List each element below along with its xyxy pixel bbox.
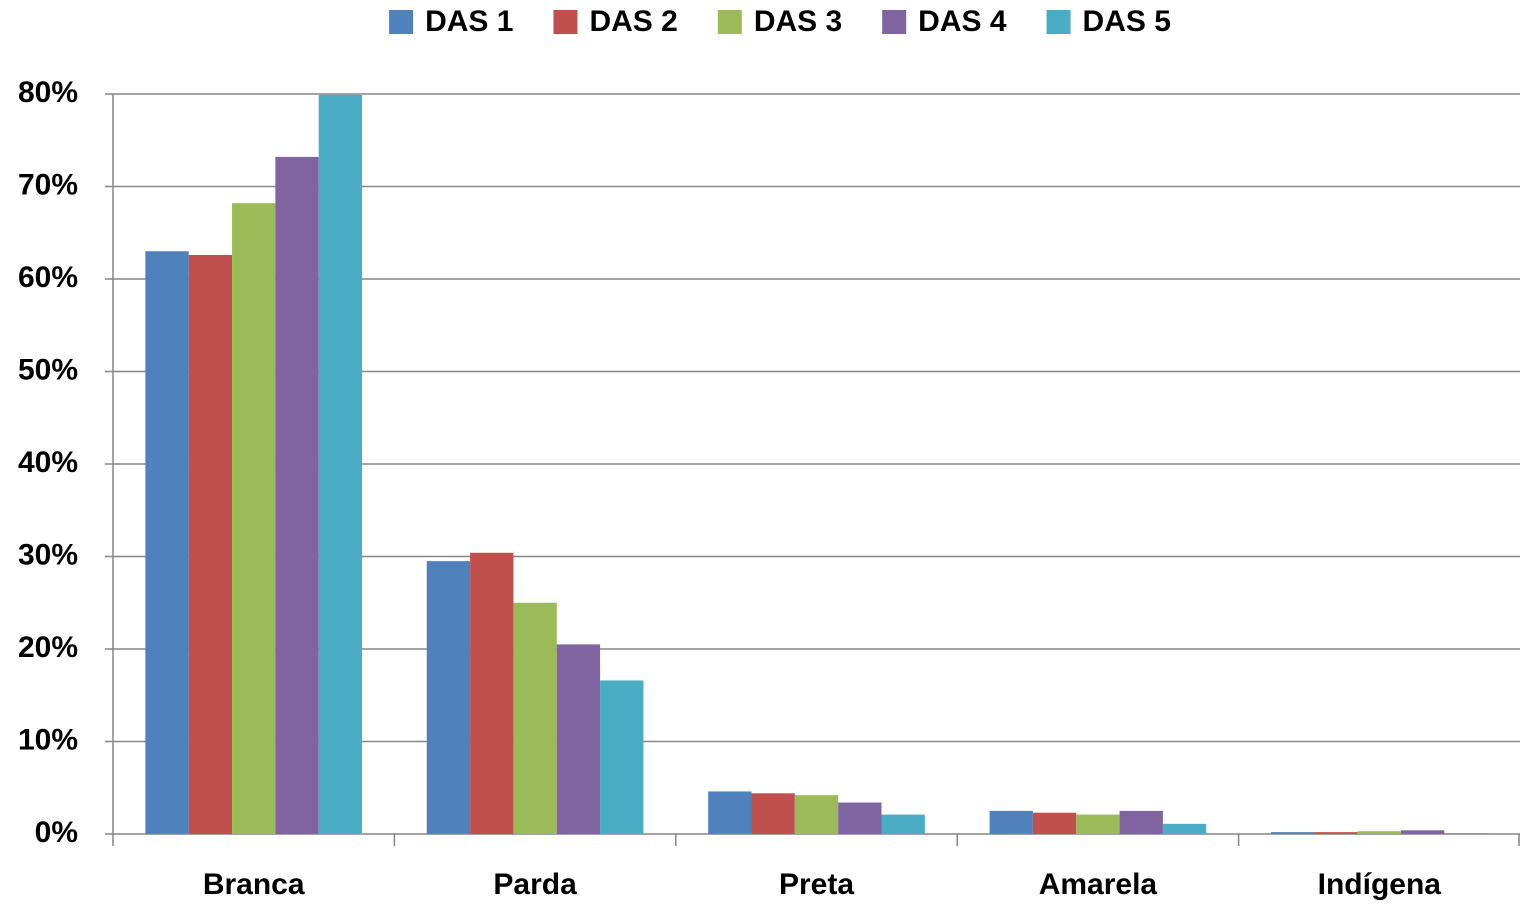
x-tick-label: Branca — [203, 868, 305, 901]
bar — [1357, 831, 1401, 834]
bar — [145, 251, 189, 834]
bar — [1314, 832, 1358, 834]
bar — [838, 802, 882, 834]
bar — [1032, 812, 1077, 834]
y-tick-label: 70% — [18, 168, 78, 201]
x-tick-label: Parda — [493, 868, 577, 901]
bar — [1270, 832, 1315, 834]
legend-label: DAS 4 — [918, 5, 1007, 38]
y-tick-label: 10% — [18, 723, 78, 756]
bar — [1162, 823, 1207, 834]
x-tick-label: Amarela — [1039, 868, 1158, 901]
bar — [1400, 830, 1445, 834]
legend-label: DAS 5 — [1083, 5, 1171, 38]
y-tick-label: 20% — [18, 631, 78, 664]
y-tick-label: 0% — [35, 816, 78, 849]
bar — [513, 602, 557, 834]
y-tick-label: 80% — [18, 76, 78, 109]
bar — [881, 814, 925, 834]
bar — [708, 791, 752, 834]
bar — [275, 156, 319, 834]
legend-swatch — [553, 10, 578, 34]
bar — [1119, 810, 1163, 834]
legend-swatch — [882, 10, 907, 34]
bar — [426, 561, 471, 834]
legend-swatch — [717, 10, 742, 34]
x-tick-label: Indígena — [1318, 868, 1442, 901]
bar — [794, 795, 839, 834]
legend-label: DAS 1 — [425, 5, 513, 38]
y-tick-label: 40% — [18, 446, 78, 479]
x-tick-label: Preta — [779, 868, 854, 901]
y-tick-label: 30% — [18, 538, 78, 571]
legend-label: DAS 3 — [754, 5, 842, 38]
bar — [600, 680, 644, 834]
legend-swatch — [389, 10, 414, 34]
bar — [751, 793, 795, 834]
bar — [318, 94, 363, 835]
bar — [989, 810, 1033, 834]
bar — [1444, 833, 1488, 834]
bar — [232, 203, 276, 834]
legend-label: DAS 2 — [589, 5, 677, 38]
legend-swatch — [1046, 10, 1071, 34]
bar — [188, 254, 233, 834]
bar — [1076, 814, 1120, 834]
bar — [470, 552, 514, 834]
y-tick-label: 60% — [18, 261, 78, 294]
bar — [556, 644, 601, 834]
y-tick-label: 50% — [18, 353, 78, 386]
